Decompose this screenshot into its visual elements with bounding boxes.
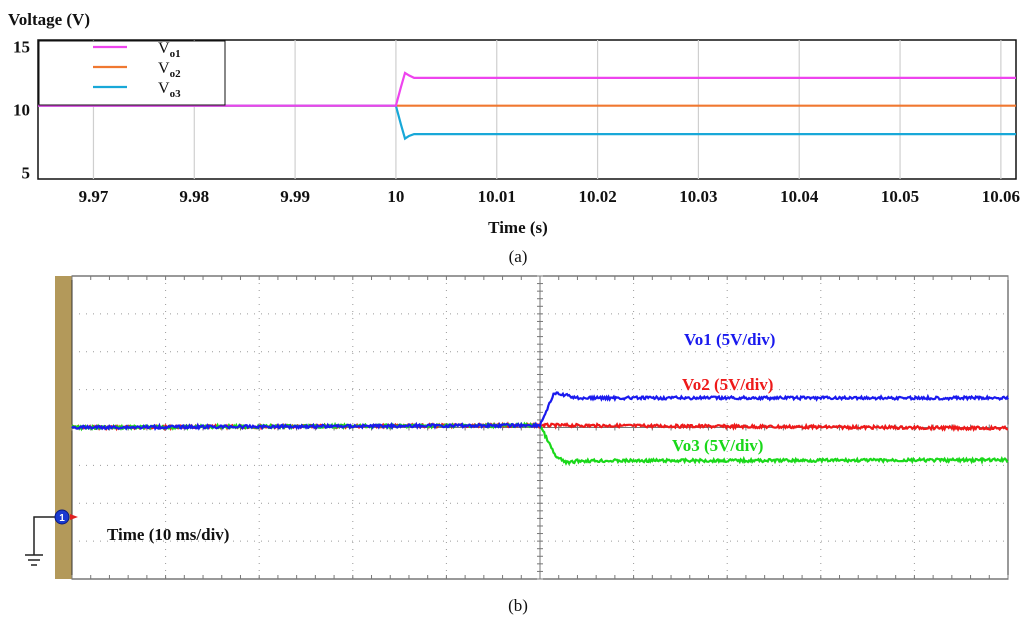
legend-box — [39, 41, 225, 105]
series-label-vo1: Vo1 (5V/div) — [684, 330, 775, 349]
panel-b: Vo1 (5V/div) Vo2 (5V/div) Vo3 (5V/div) 1 T… — [25, 276, 1008, 615]
panel-a: Voltage (V) 5 10 15 9.97 9.98 9.99 10 10.01 10.… — [8, 10, 1020, 266]
x-tick-label: 9.97 — [79, 187, 109, 206]
scope-left-bar — [55, 276, 72, 579]
series-labels-b: Vo1 (5V/div) Vo2 (5V/div) Vo3 (5V/div) — [672, 330, 775, 455]
y-tick-label: 10 — [13, 101, 30, 120]
x-ticks-a: 9.97 9.98 9.99 10 10.01 10.02 10.03 10.04 10.05 1… — [79, 187, 1020, 206]
y-ticks-a: 5 10 15 — [13, 37, 30, 182]
x-axis-label: Time (s) — [488, 218, 548, 237]
y-tick-label: 15 — [13, 37, 30, 56]
x-tick-label: 10.03 — [679, 187, 717, 206]
series-label-vo2: Vo2 (5V/div) — [682, 375, 773, 394]
x-tick-label: 10.04 — [780, 187, 819, 206]
x-tick-label: 9.99 — [280, 187, 310, 206]
x-tick-label: 10 — [387, 187, 404, 206]
channel-marker-label: 1 — [59, 513, 65, 524]
x-tick-label: 10.06 — [982, 187, 1020, 206]
panel-caption-a: (a) — [509, 247, 528, 266]
y-tick-label: 5 — [22, 164, 31, 183]
x-tick-label: 9.98 — [179, 187, 209, 206]
x-tick-label: 10.01 — [478, 187, 516, 206]
series-label-vo3: Vo3 (5V/div) — [672, 436, 763, 455]
y-axis-label: Voltage (V) — [8, 10, 90, 29]
x-tick-label: 10.02 — [578, 187, 616, 206]
x-tick-label: 10.05 — [881, 187, 919, 206]
panel-caption-b: (b) — [508, 596, 528, 615]
time-div-label: Time (10 ms/div) — [107, 525, 229, 544]
